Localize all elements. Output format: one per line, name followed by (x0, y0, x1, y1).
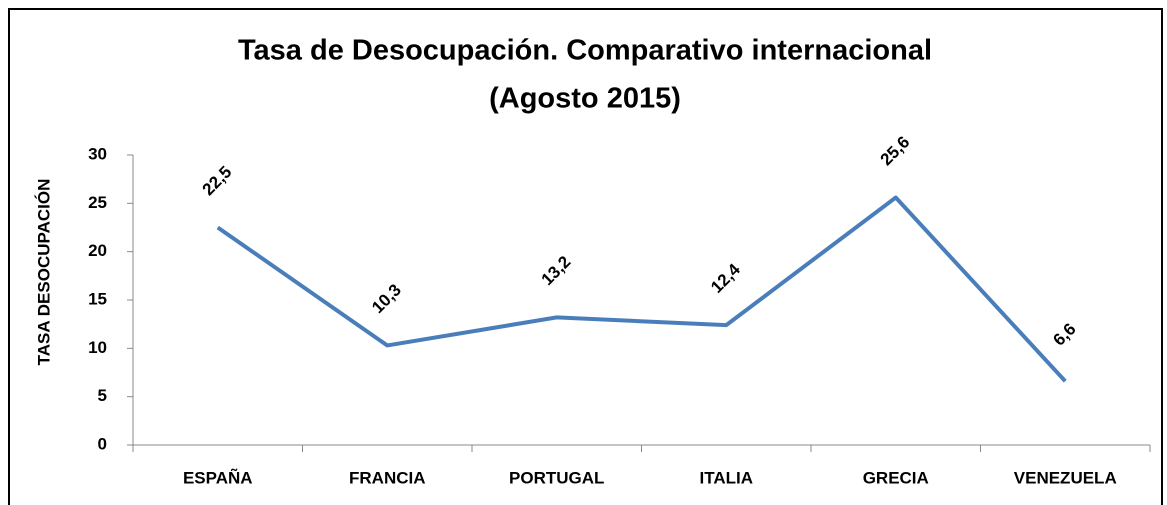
data-label: 12,4 (707, 260, 744, 297)
data-label: 22,5 (199, 162, 236, 199)
y-tick-label: 25 (88, 193, 107, 212)
y-axis-label: TASA DESOCUPACIÓN (34, 179, 53, 366)
x-tick-label: GRECIA (863, 468, 929, 487)
x-tick-label: ESPAÑA (183, 467, 253, 487)
chart-title: Tasa de Desocupación. Comparativo intern… (238, 35, 932, 67)
x-tick-label: PORTUGAL (509, 468, 604, 487)
y-tick-label: 15 (88, 289, 107, 308)
y-tick-label: 0 (98, 434, 107, 453)
data-label: 10,3 (368, 280, 405, 317)
line-series (216, 195, 1067, 383)
y-tick-label: 30 (88, 144, 107, 163)
data-label: 13,2 (538, 252, 575, 289)
chart-subtitle: (Agosto 2015) (489, 83, 681, 115)
x-tick-label: ITALIA (699, 468, 753, 487)
x-tick-label: VENEZUELA (1014, 468, 1117, 487)
data-label: 6,6 (1049, 319, 1079, 349)
x-tick-label: FRANCIA (349, 468, 426, 487)
data-label: 25,6 (877, 132, 914, 169)
y-tick-label: 5 (98, 386, 107, 405)
chart-frame (8, 8, 1163, 505)
y-tick-label: 20 (88, 241, 107, 260)
y-tick-label: 10 (88, 338, 107, 357)
